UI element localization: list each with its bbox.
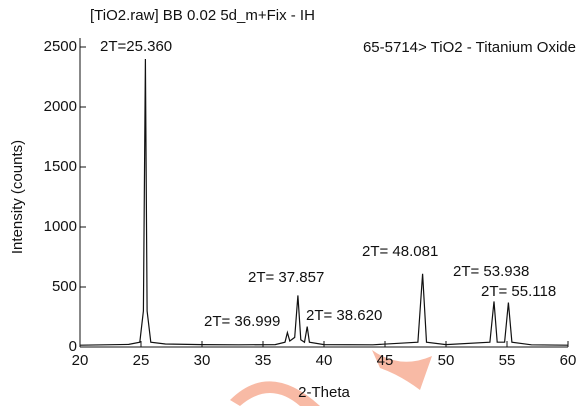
y-tick-label: 2500 [44,38,77,55]
x-tick-label: 20 [72,352,89,369]
x-tick-label: 40 [316,352,333,369]
peak-annotation: 2T= 48.081 [362,243,438,260]
x-tick-label: 60 [560,352,577,369]
peak-annotation: 2T= 36.999 [204,313,280,330]
peak-annotation: 2T= 38.620 [306,307,382,324]
x-tick-label: 35 [255,352,272,369]
watermark [372,350,432,390]
peak-annotation: 2T= 55.118 [481,283,556,300]
chart-title: [TiO2.raw] BB 0.02 5d_m+Fix - IH [90,7,315,24]
x-tick-label: 45 [377,352,394,369]
x-tick-label: 55 [499,352,516,369]
y-tick-label: 500 [52,278,77,295]
y-tick-label: 1000 [44,218,77,235]
x-tick-label: 30 [194,352,211,369]
watermark [230,381,320,406]
peak-annotation: 2T= 53.938 [453,263,529,280]
y-tick-label: 1500 [44,158,77,175]
pattern-label: 65-5714> TiO2 - Titanium Oxide [363,39,576,56]
peak-annotation: 2T= 37.857 [248,269,324,286]
line [79,58,569,346]
y-axis-label: Intensity (counts) [9,140,26,254]
y-tick-label: 0 [69,338,77,355]
y-tick-label: 2000 [44,98,77,115]
x-tick-label: 50 [438,352,455,369]
x-tick-label: 25 [133,352,150,369]
x-axis-label: 2-Theta [298,384,350,401]
peak-annotation: 2T=25.360 [100,38,172,55]
